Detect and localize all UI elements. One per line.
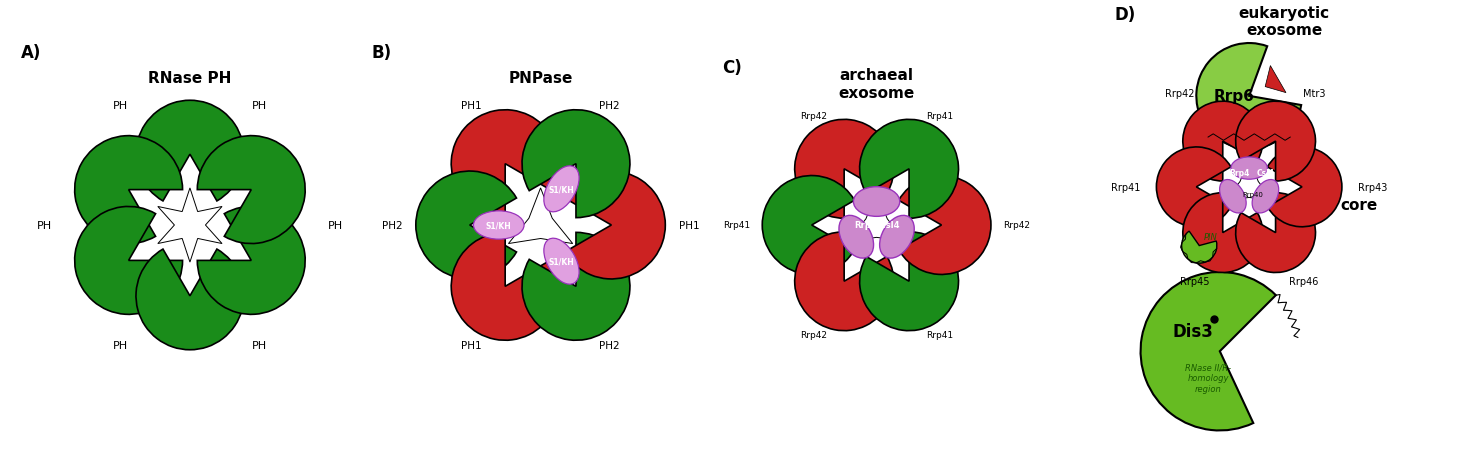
Wedge shape [522,110,630,218]
Polygon shape [1265,66,1286,93]
Text: D): D) [1115,6,1135,24]
Text: PH: PH [251,340,266,350]
Text: S1/KH: S1/KH [487,221,511,230]
Text: Csl4: Csl4 [1256,169,1274,178]
Text: Rrp45: Rrp45 [1180,276,1210,286]
Wedge shape [1141,272,1275,431]
Text: B): B) [373,44,392,62]
Wedge shape [1236,193,1315,273]
Text: archaeal
exosome: archaeal exosome [839,68,915,101]
Text: S1/KH: S1/KH [548,185,574,194]
Text: Rrp41: Rrp41 [926,331,954,340]
Polygon shape [1224,159,1274,202]
Text: Rrp42: Rrp42 [799,331,827,340]
Text: Rrp41: Rrp41 [1112,183,1141,193]
Wedge shape [1236,102,1315,182]
Text: PH1: PH1 [679,221,700,230]
Wedge shape [75,207,183,315]
Polygon shape [158,189,222,262]
Text: Rrp42: Rrp42 [799,111,827,120]
Text: Dis3: Dis3 [1173,322,1214,340]
Wedge shape [75,136,183,244]
Text: RNase II/R-
homology
region: RNase II/R- homology region [1185,363,1232,393]
Wedge shape [136,101,244,202]
Wedge shape [1183,193,1262,273]
Wedge shape [1267,147,1341,227]
Wedge shape [899,176,991,275]
Text: PH: PH [37,221,51,230]
Wedge shape [859,120,958,219]
Text: C): C) [722,59,742,77]
Text: PNPase: PNPase [508,71,573,86]
Wedge shape [795,120,894,219]
Text: RNase PH: RNase PH [148,71,232,86]
Text: PH: PH [114,340,129,350]
Wedge shape [451,233,560,341]
Text: Rrp41: Rrp41 [723,221,749,230]
Text: PH: PH [114,101,129,111]
Text: Rrp42: Rrp42 [1004,221,1030,230]
Text: PH1: PH1 [462,101,482,111]
Text: Rrp4: Rrp4 [1230,169,1251,178]
Text: PH1: PH1 [462,340,482,350]
Ellipse shape [1220,180,1246,213]
Wedge shape [1182,232,1217,263]
Text: PH: PH [251,101,266,111]
Text: Rrp4/Csl4: Rrp4/Csl4 [853,221,900,230]
Wedge shape [1157,147,1232,227]
Text: S1/KH: S1/KH [548,257,574,266]
Wedge shape [1197,44,1302,149]
Text: PH: PH [329,221,343,230]
Ellipse shape [880,216,915,258]
Wedge shape [795,232,894,331]
Wedge shape [197,207,305,315]
Ellipse shape [543,239,579,285]
Text: eukaryotic
exosome: eukaryotic exosome [1239,6,1330,38]
Wedge shape [1183,102,1262,182]
Wedge shape [763,176,855,275]
Wedge shape [564,172,665,279]
Ellipse shape [839,216,874,258]
Polygon shape [849,193,904,242]
Text: PIN: PIN [1204,232,1217,241]
Text: PH2: PH2 [381,221,402,230]
Polygon shape [508,189,573,244]
Wedge shape [416,172,517,279]
Wedge shape [197,136,305,244]
Ellipse shape [1252,180,1278,213]
Text: PH2: PH2 [599,101,619,111]
Text: core: core [1340,198,1378,212]
Text: Rrp40: Rrp40 [1242,192,1264,198]
Text: Rrp42: Rrp42 [1166,88,1195,99]
Ellipse shape [1232,157,1267,180]
Text: Mtr3: Mtr3 [1303,88,1327,99]
Text: Rrp6: Rrp6 [1214,89,1255,104]
Text: Rrp41: Rrp41 [926,111,954,120]
Ellipse shape [543,166,579,212]
Text: A): A) [22,44,42,62]
Text: Rrp43: Rrp43 [1357,183,1386,193]
Wedge shape [451,110,560,218]
Ellipse shape [473,212,524,239]
Ellipse shape [853,187,900,217]
Text: PH2: PH2 [599,340,619,350]
Wedge shape [136,249,244,350]
Text: Rrp46: Rrp46 [1289,276,1318,286]
Wedge shape [522,233,630,341]
Wedge shape [859,232,958,331]
